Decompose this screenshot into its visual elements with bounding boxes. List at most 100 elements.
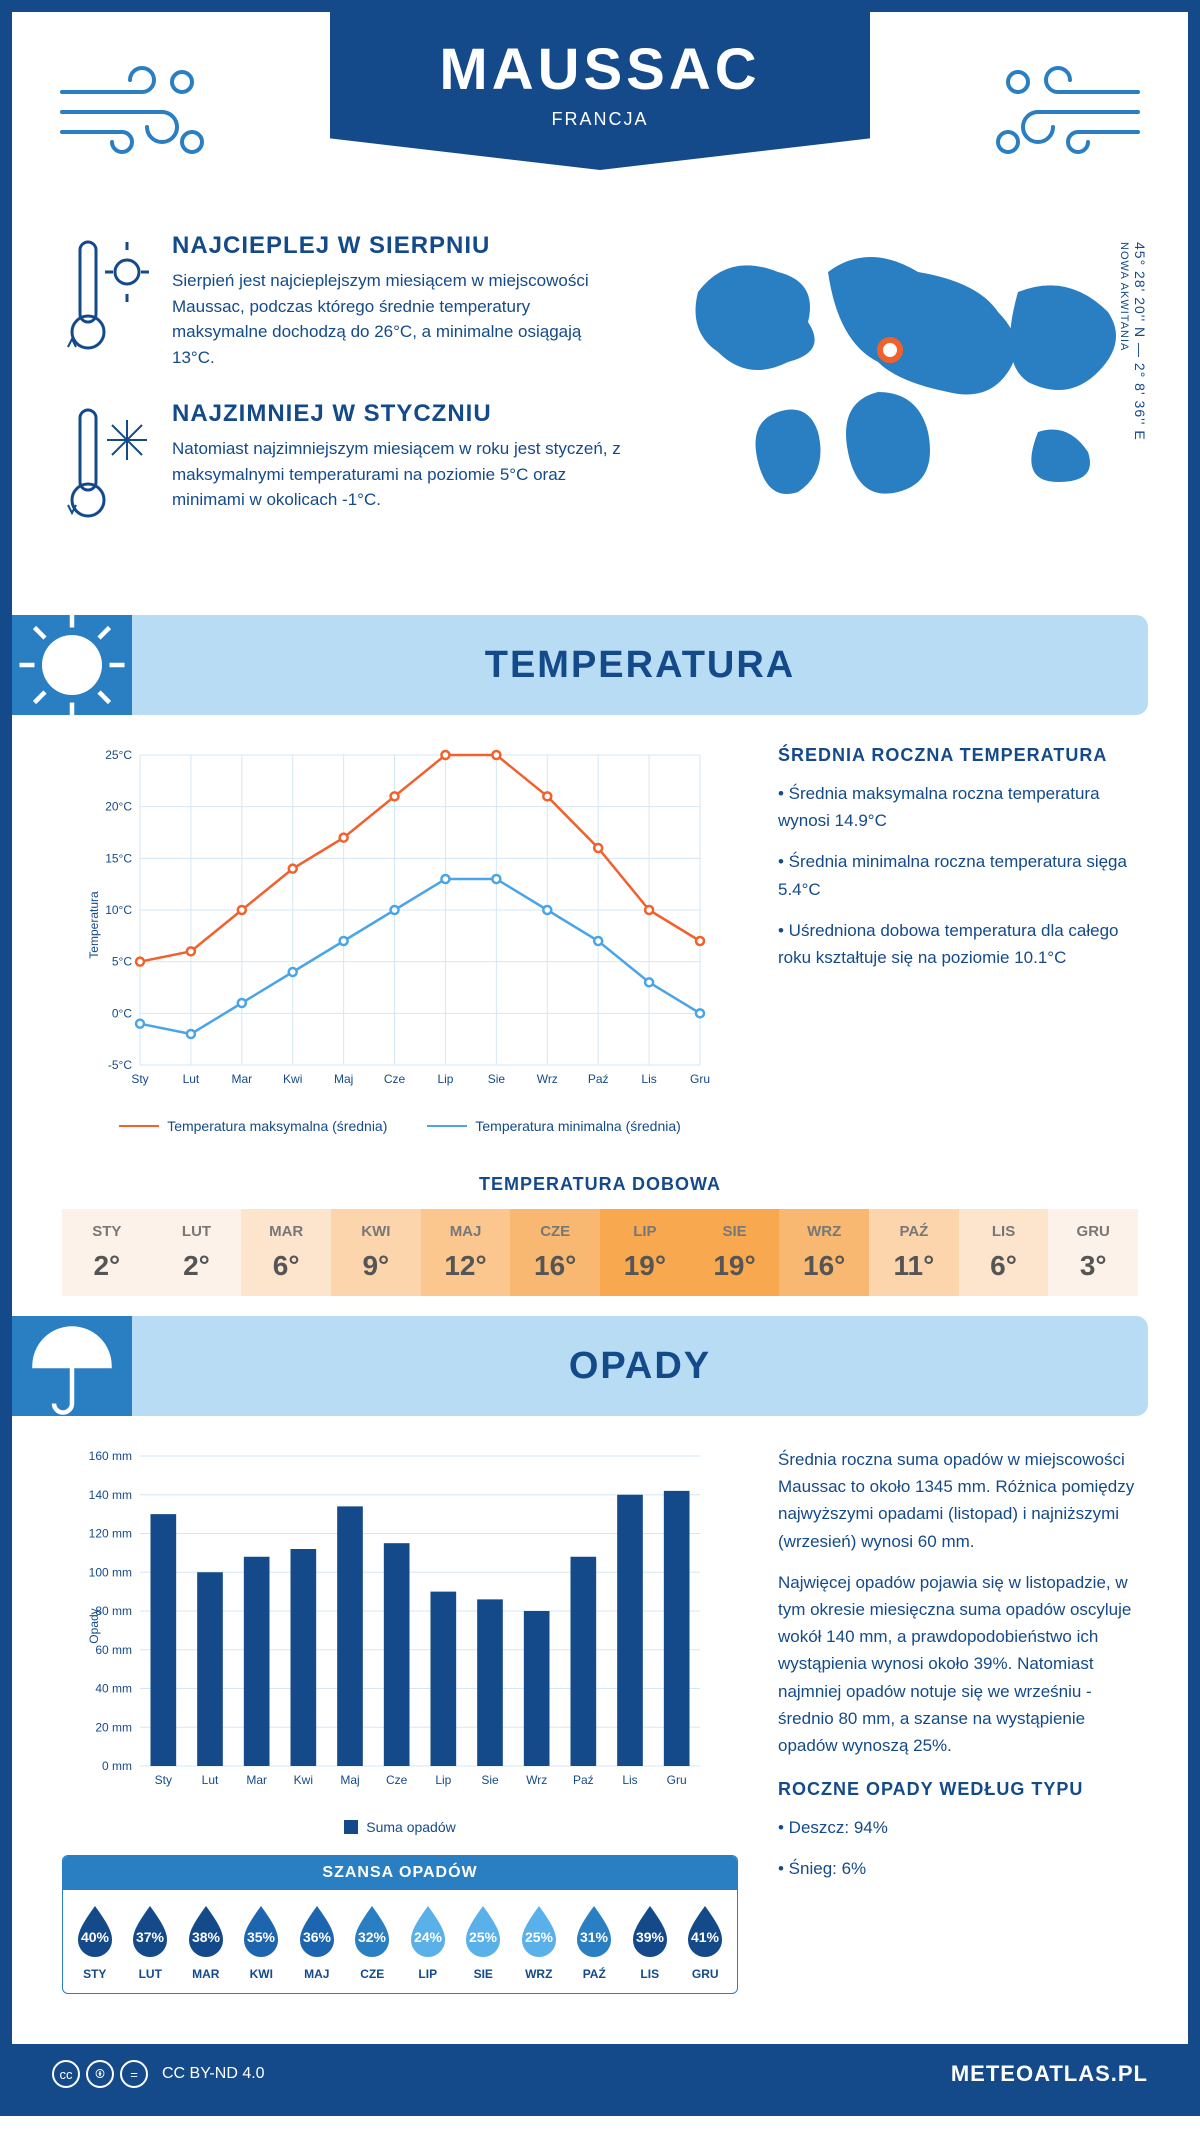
svg-text:5°C: 5°C bbox=[112, 955, 132, 969]
chance-drop: 24%LIP bbox=[402, 1902, 454, 1981]
chance-drop: 25%SIE bbox=[458, 1902, 510, 1981]
svg-text:Kwi: Kwi bbox=[283, 1072, 302, 1086]
svg-text:Lut: Lut bbox=[183, 1072, 200, 1086]
coordinates: 45° 28' 20'' N — 2° 8' 36'' E NOWA AKWIT… bbox=[1116, 242, 1148, 441]
svg-text:0°C: 0°C bbox=[112, 1006, 132, 1020]
svg-text:25°C: 25°C bbox=[105, 748, 132, 762]
daily-cell: CZE16° bbox=[510, 1209, 600, 1296]
fact-coldest: NAJZIMNIEJ W STYCZNIU Natomiast najzimni… bbox=[62, 400, 628, 535]
section-temperature-header: TEMPERATURA bbox=[12, 615, 1148, 715]
svg-text:31%: 31% bbox=[580, 1929, 609, 1945]
svg-text:60 mm: 60 mm bbox=[95, 1643, 132, 1657]
sun-icon bbox=[12, 615, 132, 715]
svg-text:Mar: Mar bbox=[231, 1072, 252, 1086]
chance-drop: 39%LIS bbox=[624, 1902, 676, 1981]
section-precip-title: OPADY bbox=[132, 1345, 1148, 1388]
svg-text:37%: 37% bbox=[136, 1929, 165, 1945]
svg-text:24%: 24% bbox=[414, 1929, 443, 1945]
svg-text:Sty: Sty bbox=[155, 1773, 172, 1787]
fact-hot-text: Sierpień jest najcieplejszym miesiącem w… bbox=[172, 268, 628, 370]
section-precip-header: OPADY bbox=[12, 1316, 1148, 1416]
daily-temp-heading: TEMPERATURA DOBOWA bbox=[12, 1174, 1188, 1195]
temp-legend: Temperatura maksymalna (średnia) Tempera… bbox=[62, 1118, 738, 1134]
svg-text:32%: 32% bbox=[358, 1929, 387, 1945]
svg-text:Sie: Sie bbox=[488, 1072, 506, 1086]
title-banner: MAUSSAC FRANCJA bbox=[330, 12, 870, 170]
section-temp-title: TEMPERATURA bbox=[132, 644, 1148, 687]
svg-text:36%: 36% bbox=[303, 1929, 332, 1945]
svg-text:Temperatura: Temperatura bbox=[87, 891, 101, 959]
chance-drop: 35%KWI bbox=[236, 1902, 288, 1981]
svg-text:Sty: Sty bbox=[131, 1072, 148, 1086]
svg-text:Paź: Paź bbox=[573, 1773, 594, 1787]
wind-swirl-icon bbox=[52, 52, 212, 172]
precip-legend: Suma opadów bbox=[62, 1819, 738, 1835]
svg-text:40%: 40% bbox=[81, 1929, 110, 1945]
svg-text:Sie: Sie bbox=[481, 1773, 499, 1787]
svg-text:0 mm: 0 mm bbox=[102, 1759, 132, 1773]
svg-text:25%: 25% bbox=[525, 1929, 554, 1945]
chance-drop: 25%WRZ bbox=[513, 1902, 565, 1981]
daily-cell: KWI9° bbox=[331, 1209, 421, 1296]
umbrella-icon bbox=[12, 1316, 132, 1416]
footer: cc🅯= CC BY-ND 4.0 METEOATLAS.PL bbox=[12, 2044, 1188, 2104]
fact-cold-text: Natomiast najzimniejszym miesiącem w rok… bbox=[172, 436, 628, 513]
location-country: FRANCJA bbox=[330, 109, 870, 130]
fact-hot-title: NAJCIEPLEJ W SIERPNIU bbox=[172, 232, 628, 260]
fact-hottest: NAJCIEPLEJ W SIERPNIU Sierpień jest najc… bbox=[62, 232, 628, 370]
thermometer-sun-icon bbox=[62, 232, 152, 370]
daily-cell: LUT2° bbox=[152, 1209, 242, 1296]
svg-text:Lip: Lip bbox=[435, 1773, 451, 1787]
svg-text:20 mm: 20 mm bbox=[95, 1720, 132, 1734]
svg-text:Gru: Gru bbox=[690, 1072, 710, 1086]
chance-drop: 32%CZE bbox=[347, 1902, 399, 1981]
wind-swirl-icon bbox=[988, 52, 1148, 172]
svg-text:41%: 41% bbox=[691, 1929, 720, 1945]
svg-text:Mar: Mar bbox=[246, 1773, 267, 1787]
svg-text:Maj: Maj bbox=[334, 1072, 353, 1086]
svg-text:100 mm: 100 mm bbox=[89, 1565, 132, 1579]
chance-drop: 37%LUT bbox=[125, 1902, 177, 1981]
intro-section: NAJCIEPLEJ W SIERPNIU Sierpień jest najc… bbox=[12, 212, 1188, 595]
svg-text:10°C: 10°C bbox=[105, 903, 132, 917]
header: MAUSSAC FRANCJA bbox=[12, 12, 1188, 212]
precip-chance-box: SZANSA OPADÓW 40%STY37%LUT38%MAR35%KWI36… bbox=[62, 1855, 738, 1994]
svg-text:120 mm: 120 mm bbox=[89, 1527, 132, 1541]
chance-drop: 41%GRU bbox=[680, 1902, 732, 1981]
svg-text:20°C: 20°C bbox=[105, 800, 132, 814]
license-text: CC BY-ND 4.0 bbox=[162, 2065, 265, 2083]
temperature-line-chart: -5°C0°C5°C10°C15°C20°C25°CStyLutMarKwiMa… bbox=[62, 745, 738, 1134]
svg-text:35%: 35% bbox=[247, 1929, 276, 1945]
fact-cold-title: NAJZIMNIEJ W STYCZNIU bbox=[172, 400, 628, 428]
svg-text:Lip: Lip bbox=[437, 1072, 453, 1086]
temp-summary: ŚREDNIA ROCZNA TEMPERATURA • Średnia mak… bbox=[778, 745, 1138, 1134]
svg-text:160 mm: 160 mm bbox=[89, 1449, 132, 1463]
chance-drop: 40%STY bbox=[69, 1902, 121, 1981]
site-name: METEOATLAS.PL bbox=[951, 2061, 1148, 2087]
svg-text:Lut: Lut bbox=[202, 1773, 219, 1787]
svg-text:Wrz: Wrz bbox=[526, 1773, 547, 1787]
svg-text:Cze: Cze bbox=[386, 1773, 408, 1787]
daily-cell: MAR6° bbox=[241, 1209, 331, 1296]
chance-drop: 38%MAR bbox=[180, 1902, 232, 1981]
svg-text:Paź: Paź bbox=[588, 1072, 609, 1086]
daily-cell: GRU3° bbox=[1048, 1209, 1138, 1296]
daily-cell: LIS6° bbox=[959, 1209, 1049, 1296]
svg-text:25%: 25% bbox=[469, 1929, 498, 1945]
svg-text:Opady: Opady bbox=[87, 1608, 101, 1643]
world-map: 45° 28' 20'' N — 2° 8' 36'' E NOWA AKWIT… bbox=[658, 232, 1138, 565]
daily-cell: MAJ12° bbox=[421, 1209, 511, 1296]
daily-temp-table: STY2°LUT2°MAR6°KWI9°MAJ12°CZE16°LIP19°SI… bbox=[62, 1209, 1138, 1296]
svg-text:15°C: 15°C bbox=[105, 851, 132, 865]
daily-cell: STY2° bbox=[62, 1209, 152, 1296]
svg-text:Gru: Gru bbox=[667, 1773, 687, 1787]
svg-text:Lis: Lis bbox=[641, 1072, 656, 1086]
svg-text:38%: 38% bbox=[192, 1929, 221, 1945]
daily-cell: SIE19° bbox=[690, 1209, 780, 1296]
svg-text:Lis: Lis bbox=[622, 1773, 637, 1787]
precip-summary: Średnia roczna suma opadów w miejscowośc… bbox=[778, 1446, 1138, 2014]
chance-drop: 31%PAŹ bbox=[569, 1902, 621, 1981]
svg-text:Cze: Cze bbox=[384, 1072, 406, 1086]
chance-drop: 36%MAJ bbox=[291, 1902, 343, 1981]
svg-text:39%: 39% bbox=[636, 1929, 665, 1945]
